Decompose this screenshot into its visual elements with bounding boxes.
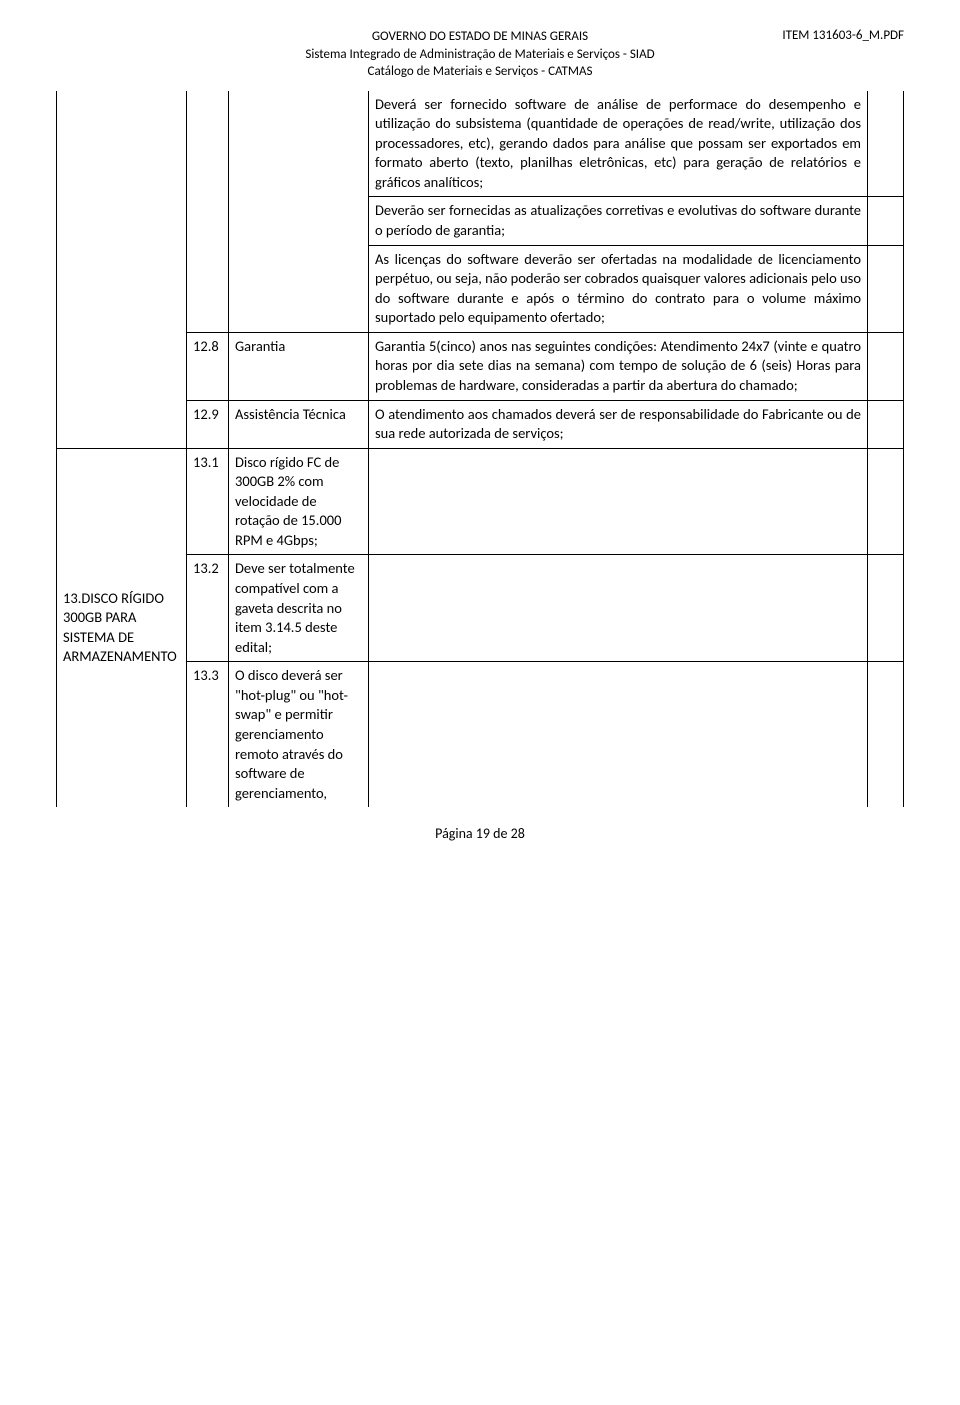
table-row: 12.9Assistência TécnicaO atendimento aos… [57, 400, 904, 448]
row-blank [868, 245, 904, 332]
table-row: As licenças do software deverão ser ofer… [57, 245, 904, 332]
row-label: Deve ser totalmente compatível com a gav… [229, 555, 369, 662]
header-line-3: Catálogo de Materiais e Serviços - CATMA… [56, 63, 904, 81]
row-number: 13.3 [187, 662, 229, 807]
row-label: Assistência Técnica [229, 400, 369, 448]
row-number: 12.8 [187, 332, 229, 400]
header-line-1: GOVERNO DO ESTADO DE MINAS GERAIS [56, 28, 904, 46]
header-item-ref: ITEM 131603-6_M.PDF [782, 28, 904, 43]
page-header: GOVERNO DO ESTADO DE MINAS GERAIS Sistem… [56, 28, 904, 81]
row-blank [868, 332, 904, 400]
row-number [187, 91, 229, 197]
category-cell [57, 197, 187, 245]
row-description [369, 662, 868, 807]
row-description [369, 555, 868, 662]
category-cell: 13.DISCO RÍGIDO 300GB PARA SISTEMA DE AR… [57, 448, 187, 807]
table-row: Deverá ser fornecido software de análise… [57, 91, 904, 197]
category-cell [57, 332, 187, 400]
row-description: Deverão ser fornecidas as atualizações c… [369, 197, 868, 245]
row-blank [868, 91, 904, 197]
spec-table: Deverá ser fornecido software de análise… [56, 91, 904, 808]
page-footer: Página 19 de 28 [56, 825, 904, 842]
category-cell [57, 245, 187, 332]
row-description: Garantia 5(cinco) anos nas seguintes con… [369, 332, 868, 400]
row-blank [868, 400, 904, 448]
table-row: Deverão ser fornecidas as atualizações c… [57, 197, 904, 245]
spec-table-body: Deverá ser fornecido software de análise… [57, 91, 904, 808]
row-label [229, 91, 369, 197]
row-label [229, 197, 369, 245]
row-number: 13.1 [187, 448, 229, 555]
page: ITEM 131603-6_M.PDF GOVERNO DO ESTADO DE… [0, 0, 960, 870]
table-row: 13.DISCO RÍGIDO 300GB PARA SISTEMA DE AR… [57, 448, 904, 555]
row-description [369, 448, 868, 555]
row-description: O atendimento aos chamados deverá ser de… [369, 400, 868, 448]
row-number [187, 245, 229, 332]
category-cell [57, 91, 187, 197]
row-label: O disco deverá ser "hot-plug" ou "hot-sw… [229, 662, 369, 807]
row-label: Garantia [229, 332, 369, 400]
row-label [229, 245, 369, 332]
row-number: 13.2 [187, 555, 229, 662]
row-description: Deverá ser fornecido software de análise… [369, 91, 868, 197]
row-blank [868, 555, 904, 662]
row-blank [868, 197, 904, 245]
header-line-2: Sistema Integrado de Administração de Ma… [56, 46, 904, 64]
row-number: 12.9 [187, 400, 229, 448]
row-blank [868, 448, 904, 555]
row-blank [868, 662, 904, 807]
row-description: As licenças do software deverão ser ofer… [369, 245, 868, 332]
row-number [187, 197, 229, 245]
table-row: 12.8GarantiaGarantia 5(cinco) anos nas s… [57, 332, 904, 400]
row-label: Disco rígido FC de 300GB 2% com velocida… [229, 448, 369, 555]
category-cell [57, 400, 187, 448]
